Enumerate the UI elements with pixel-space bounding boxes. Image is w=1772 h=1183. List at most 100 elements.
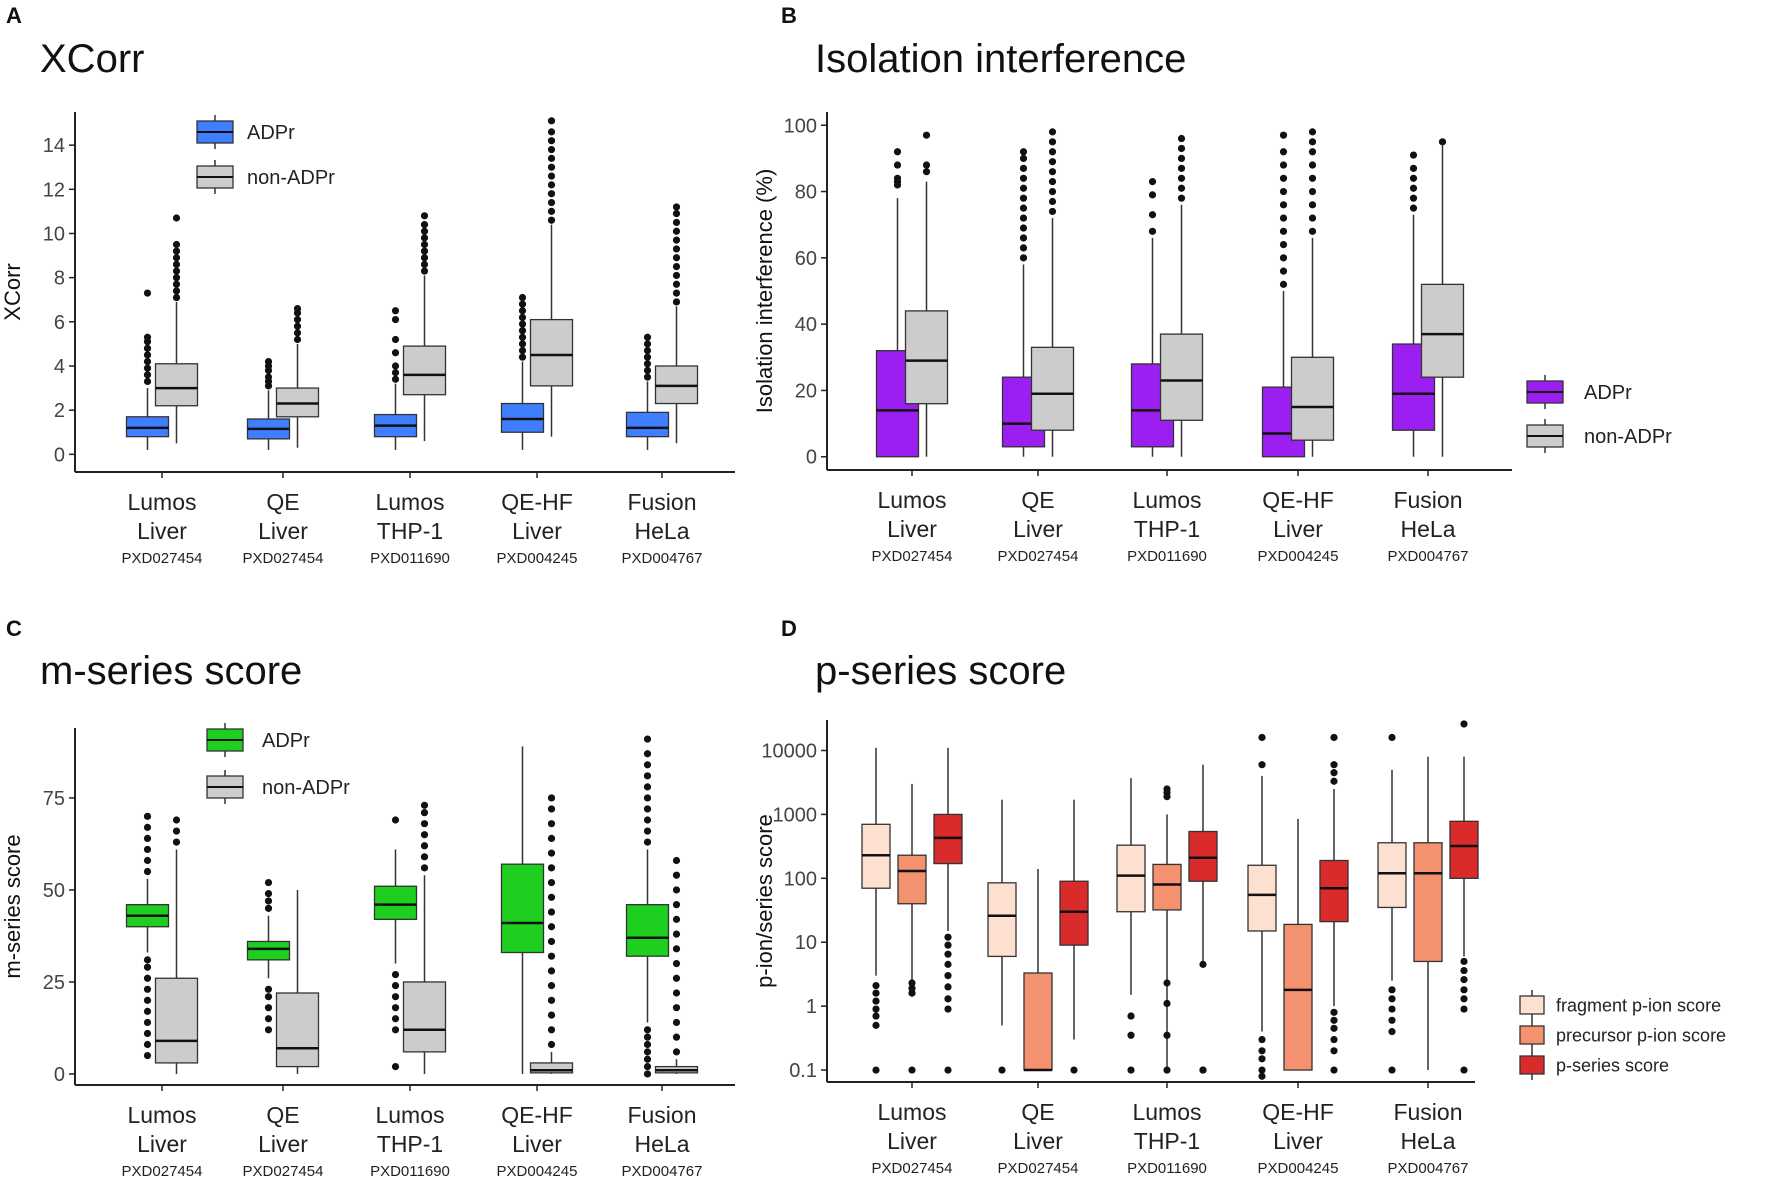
- outlier-point: [1258, 1055, 1266, 1063]
- outlier-point: [1199, 960, 1207, 968]
- outlier-point: [264, 1004, 273, 1012]
- box-iqr: [529, 318, 574, 387]
- outlier-point: [518, 340, 527, 348]
- x-tick-label: QE-HF: [1262, 487, 1334, 513]
- box-2: [275, 889, 320, 1074]
- outlier-point: [1048, 158, 1057, 166]
- y-tick-label: 10000: [761, 740, 817, 762]
- outlier-point: [1019, 154, 1028, 163]
- box-iqr: [402, 345, 447, 396]
- x-tick-label: QE: [266, 489, 299, 515]
- outlier-point: [922, 161, 931, 169]
- outlier-point: [893, 148, 902, 156]
- outlier-point: [922, 168, 931, 176]
- outlier-point: [293, 316, 302, 324]
- outlier-point: [420, 864, 429, 872]
- outlier-point: [547, 1040, 556, 1049]
- outlier-point: [518, 327, 527, 335]
- outlier-point: [944, 950, 952, 958]
- outlier-point: [391, 335, 400, 344]
- outlier-point: [1388, 1066, 1396, 1074]
- outlier-point: [1279, 240, 1288, 249]
- series-p-series-score: [933, 720, 1479, 1074]
- outlier-point: [1330, 1035, 1338, 1044]
- outlier-point: [672, 280, 681, 288]
- box-1: [875, 148, 920, 458]
- outlier-point: [143, 985, 152, 993]
- outlier-point: [1279, 254, 1288, 262]
- outlier-point: [391, 993, 400, 1001]
- x-tick-accession: PXD004245: [497, 550, 578, 567]
- outlier-point: [643, 346, 652, 355]
- outlier-point: [643, 750, 652, 758]
- outlier-point: [143, 333, 152, 341]
- outlier-point: [672, 959, 681, 968]
- x-tick-label: Lumos: [127, 489, 196, 515]
- outlier-point: [1460, 966, 1468, 975]
- outlier-point: [420, 831, 429, 839]
- x-tick-label: Liver: [1273, 1128, 1323, 1154]
- x-tick-label: QE-HF: [501, 1102, 573, 1128]
- outlier-point: [672, 901, 681, 909]
- box-5: [654, 203, 699, 444]
- outlier-point: [1258, 1066, 1266, 1074]
- outlier-point: [672, 974, 681, 982]
- y-tick-label: 50: [43, 880, 65, 902]
- outlier-point: [1330, 1008, 1338, 1016]
- box-3: [1116, 778, 1146, 1074]
- x-tick-accession: PXD004245: [1258, 548, 1339, 565]
- outlier-point: [1279, 148, 1288, 156]
- outlier-point: [908, 984, 916, 992]
- outlier-point: [672, 1033, 681, 1041]
- outlier-point: [672, 298, 681, 306]
- outlier-point: [872, 981, 880, 990]
- panel-letter: C: [6, 616, 22, 641]
- outlier-point: [1438, 138, 1447, 146]
- outlier-point: [672, 1004, 681, 1012]
- x-tick-accession: PXD011690: [370, 1163, 450, 1180]
- y-tick-label: 75: [43, 788, 65, 810]
- outlier-point: [264, 904, 273, 912]
- box-iqr: [373, 885, 418, 921]
- series-non-adpr: [154, 794, 699, 1074]
- outlier-point: [872, 997, 880, 1005]
- box-1: [125, 812, 170, 1060]
- outlier-point: [547, 923, 556, 931]
- y-tick-label: 60: [795, 248, 817, 270]
- y-tick-label: 20: [795, 380, 817, 402]
- box-1: [897, 783, 927, 1074]
- box-iqr: [897, 854, 927, 905]
- outlier-point: [547, 128, 556, 136]
- y-axis-label: m-series score: [0, 834, 25, 978]
- box-iqr: [275, 992, 320, 1068]
- outlier-point: [643, 805, 652, 813]
- outlier-point: [293, 304, 302, 313]
- x-tick-accession: PXD004767: [1388, 1160, 1469, 1177]
- box-5: [625, 735, 670, 1078]
- x-tick-label: QE-HF: [501, 489, 573, 515]
- outlier-point: [672, 930, 681, 938]
- outlier-point: [547, 893, 556, 901]
- outlier-point: [922, 131, 931, 139]
- outlier-point: [391, 970, 400, 979]
- outlier-point: [1019, 194, 1028, 202]
- box-iqr: [987, 882, 1017, 958]
- outlier-point: [672, 1018, 681, 1027]
- outlier-point: [1330, 1016, 1338, 1024]
- outlier-point: [420, 801, 429, 809]
- outlier-point: [1330, 733, 1338, 742]
- legend: ADPr non-ADPr: [206, 723, 350, 804]
- outlier-point: [1279, 131, 1288, 139]
- y-axis-label: XCorr: [0, 263, 25, 320]
- outlier-point: [547, 834, 556, 843]
- x-tick-accession: PXD027454: [122, 1163, 203, 1180]
- outlier-point: [1177, 134, 1186, 143]
- x-tick-accession: PXD011690: [1127, 1160, 1207, 1177]
- outlier-point: [1019, 184, 1028, 192]
- outlier-point: [518, 333, 527, 341]
- x-tick-label: Liver: [1013, 1128, 1063, 1154]
- outlier-point: [143, 1029, 152, 1038]
- outlier-point: [391, 1004, 400, 1012]
- series-fragment-p-ion-score: [861, 733, 1407, 1080]
